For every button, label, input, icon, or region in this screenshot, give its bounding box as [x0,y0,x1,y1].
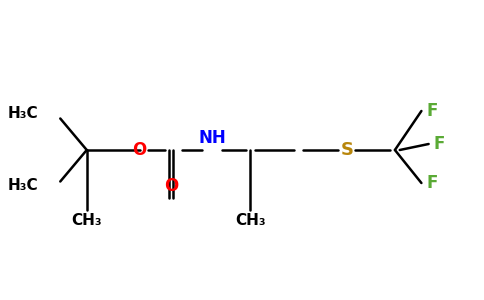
Text: H₃C: H₃C [8,178,39,194]
Text: H₃C: H₃C [8,106,39,122]
Text: CH₃: CH₃ [235,213,266,228]
Text: O: O [133,141,147,159]
Text: F: F [434,135,445,153]
Text: CH₃: CH₃ [72,213,102,228]
Text: F: F [426,174,438,192]
Text: NH: NH [198,129,226,147]
Text: S: S [340,141,353,159]
Text: F: F [426,102,438,120]
Text: O: O [164,177,178,195]
